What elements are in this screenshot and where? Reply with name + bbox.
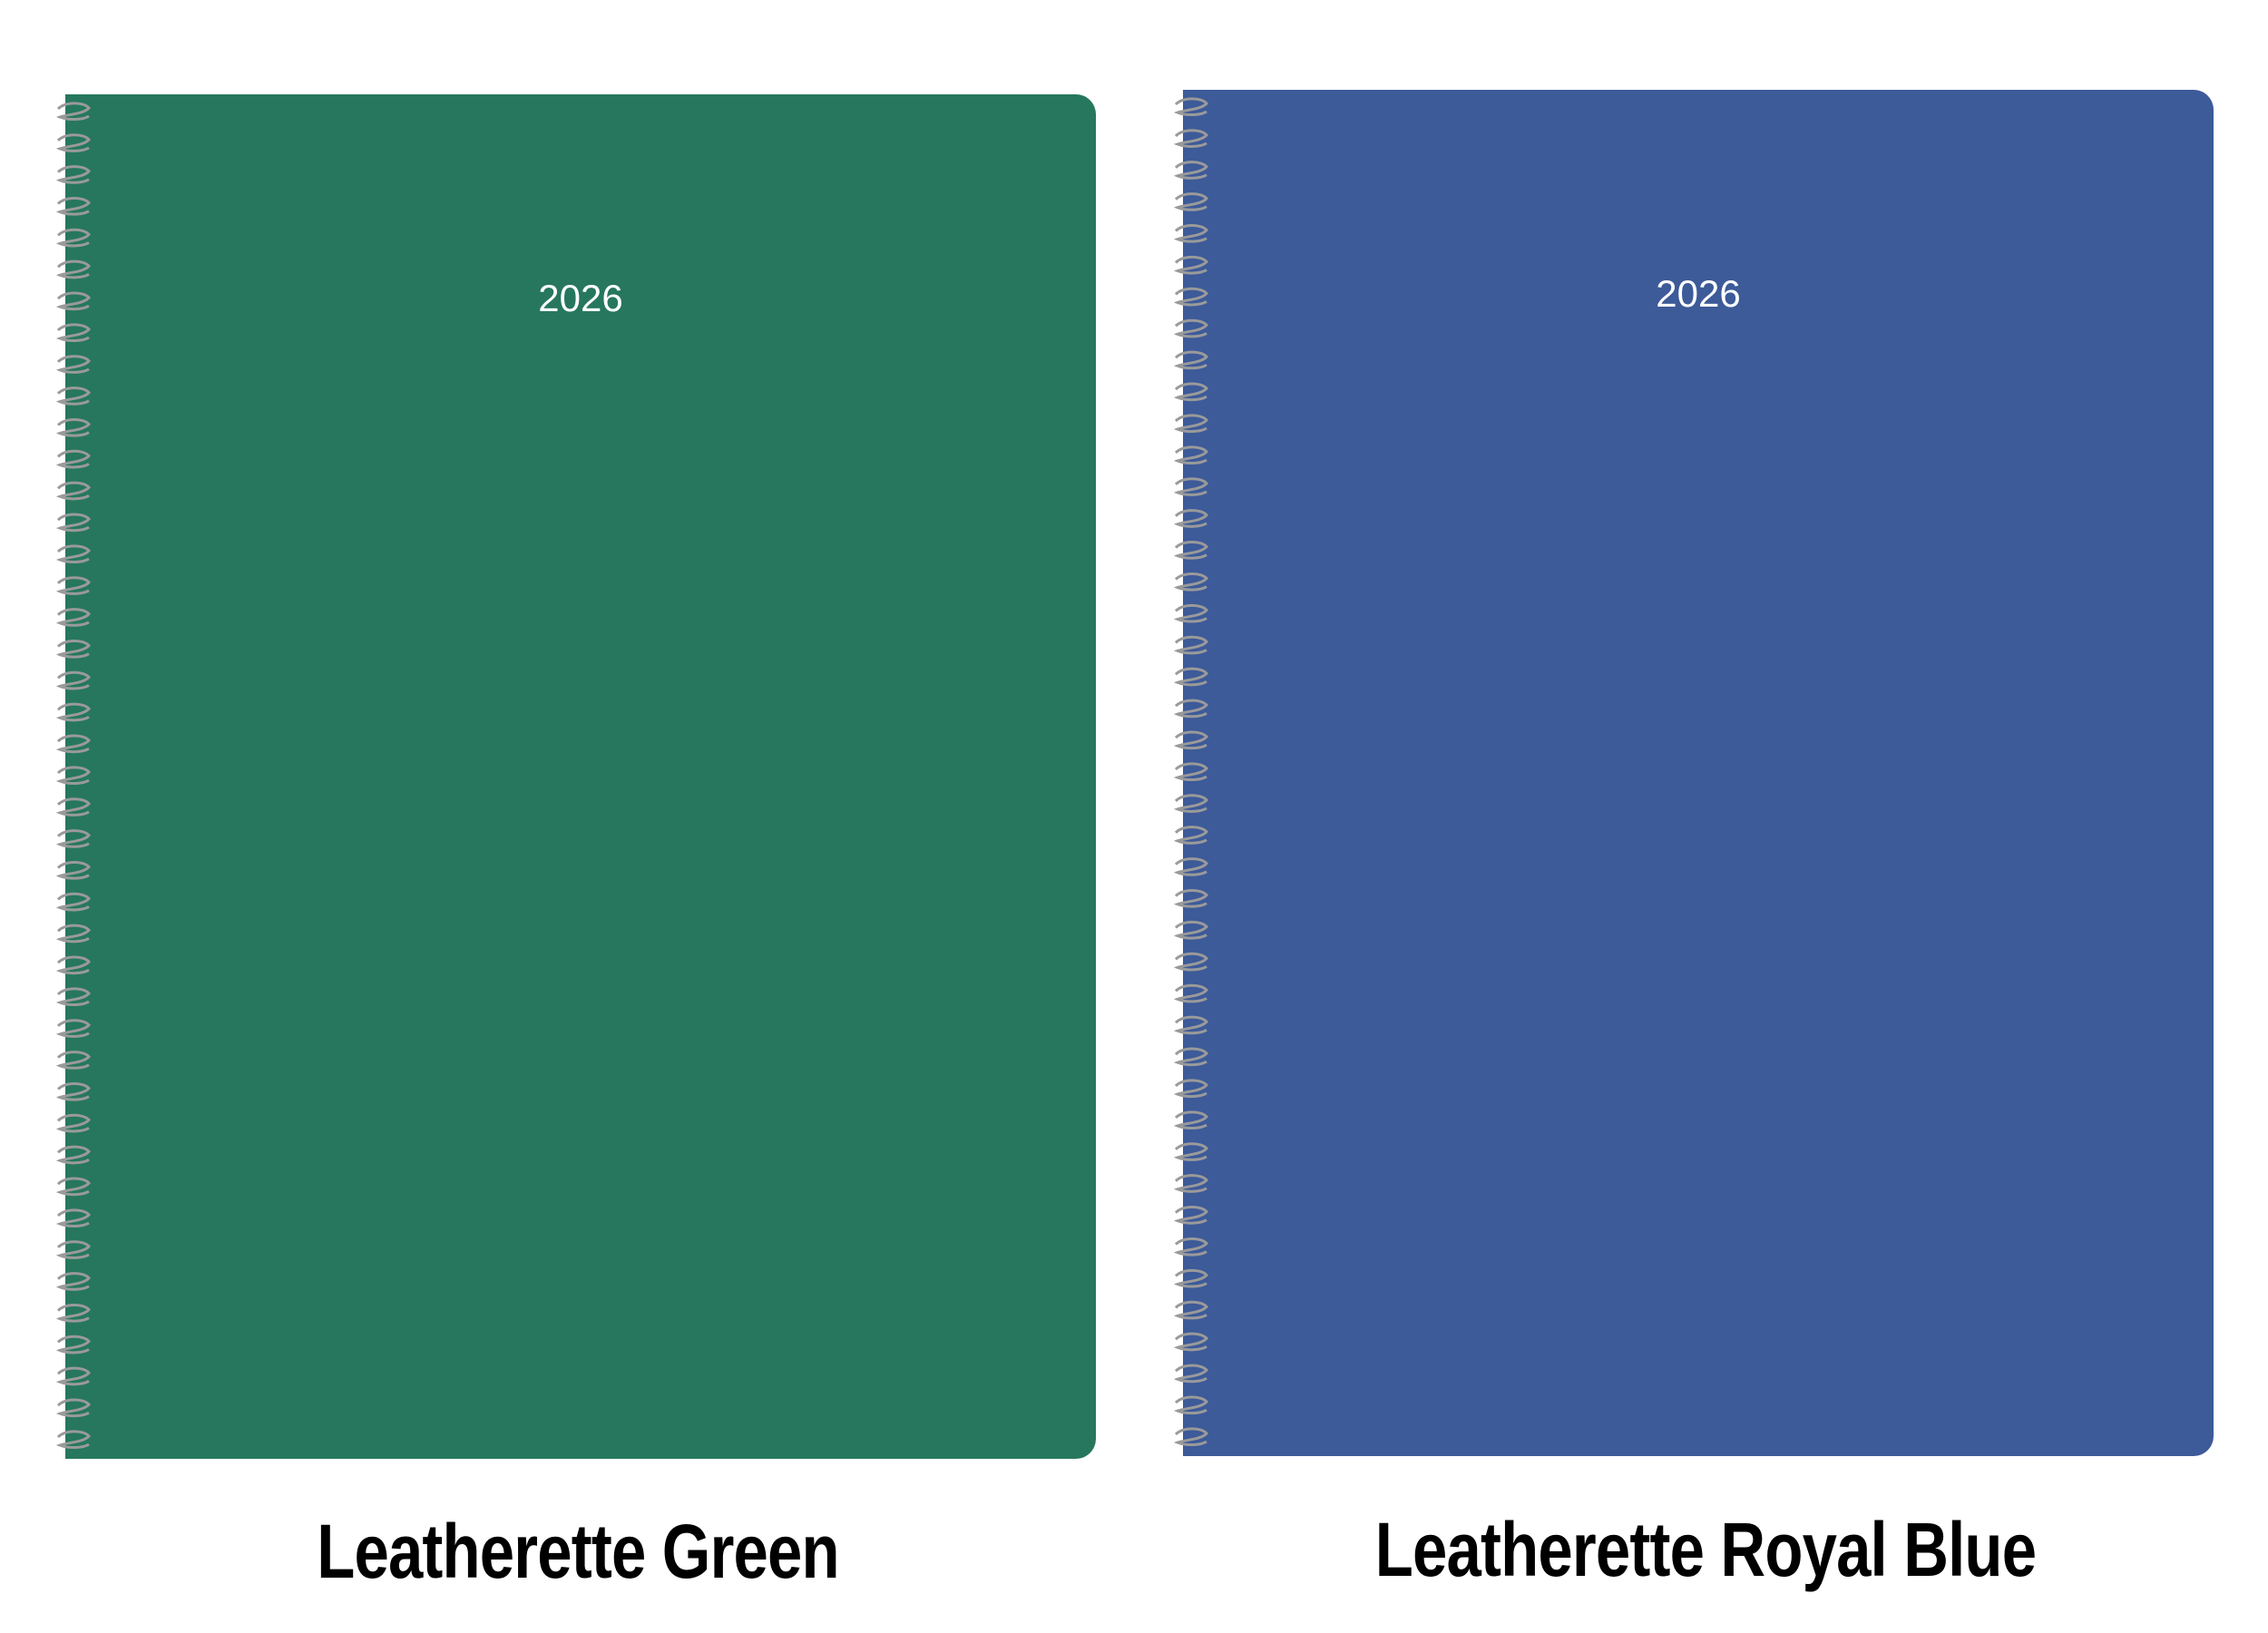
spiral-coil <box>55 449 91 469</box>
spiral-coil <box>55 702 91 722</box>
spiral-binding <box>1173 97 1208 1446</box>
spiral-coil <box>1173 1142 1208 1161</box>
spiral-coil <box>55 734 91 754</box>
spiral-coil <box>55 987 91 1006</box>
spiral-coil <box>1173 287 1208 307</box>
spiral-coil <box>1173 603 1208 623</box>
spiral-coil <box>55 1366 91 1386</box>
spiral-coil <box>55 196 91 216</box>
spiral-coil <box>55 766 91 785</box>
spiral-coil <box>1173 445 1208 464</box>
spiral-coil <box>55 1272 91 1291</box>
spiral-coil <box>55 513 91 533</box>
spiral-coil <box>1173 1268 1208 1288</box>
cover-label: Leatherette Green <box>317 1509 839 1594</box>
spiral-coil <box>1173 857 1208 876</box>
spiral-coil <box>55 608 91 627</box>
spiral-coil <box>1173 1300 1208 1320</box>
spiral-coil <box>55 955 91 975</box>
spiral-coil <box>55 1240 91 1259</box>
spiral-coil <box>55 1081 91 1101</box>
spiral-coil <box>1173 1364 1208 1384</box>
spiral-coil <box>55 102 91 121</box>
spiral-coil <box>1173 826 1208 845</box>
spiral-coil <box>55 1303 91 1323</box>
spiral-coil <box>55 1145 91 1165</box>
spiral-coil <box>1173 1206 1208 1225</box>
spiral-coil <box>55 576 91 595</box>
cover-year: 2026 <box>1656 272 1741 315</box>
spiral-coil <box>55 228 91 248</box>
spiral-coil <box>1173 888 1208 908</box>
spiral-coil <box>55 481 91 501</box>
spiral-coil <box>55 670 91 690</box>
spiral-coil <box>1173 635 1208 655</box>
spiral-coil <box>1173 541 1208 560</box>
spiral-coil <box>55 386 91 406</box>
spiral-coil <box>1173 1395 1208 1415</box>
spiral-coil <box>1173 794 1208 813</box>
spiral-coil <box>1173 509 1208 528</box>
spiral-coil <box>1173 699 1208 719</box>
spiral-coil <box>1173 318 1208 338</box>
spiral-coil <box>55 259 91 279</box>
spiral-coil <box>1173 1047 1208 1067</box>
spiral-coil <box>55 544 91 563</box>
spiral-coil <box>1173 477 1208 496</box>
spiral-coil <box>1173 1174 1208 1193</box>
spiral-coil <box>55 1113 91 1133</box>
spiral-coil <box>55 860 91 880</box>
spiral-coil <box>1173 952 1208 972</box>
spiral-coil <box>1173 667 1208 687</box>
spiral-coil <box>55 639 91 659</box>
spiral-coil <box>1173 1015 1208 1035</box>
spiral-coil <box>1173 983 1208 1003</box>
cover-year: 2026 <box>538 277 623 319</box>
cover-label: Leatherette Royal Blue <box>1374 1507 2037 1592</box>
spiral-coil <box>1173 1427 1208 1446</box>
spiral-coil <box>55 1430 91 1449</box>
spiral-coil <box>1173 192 1208 211</box>
spiral-coil <box>55 291 91 311</box>
spiral-coil <box>1173 1110 1208 1129</box>
spiral-coil <box>1173 920 1208 940</box>
blue-cover: 2026 <box>1173 90 2214 1456</box>
spiral-coil <box>55 797 91 816</box>
spiral-coil <box>55 1177 91 1197</box>
spiral-coil <box>55 892 91 912</box>
spiral-coil <box>1173 1237 1208 1257</box>
spiral-coil <box>55 1051 91 1070</box>
spiral-coil <box>1173 97 1208 116</box>
spiral-coil <box>1173 350 1208 370</box>
spiral-coil <box>55 355 91 374</box>
spiral-coil <box>1173 129 1208 148</box>
spiral-coil <box>55 417 91 437</box>
spiral-coil <box>55 1208 91 1227</box>
spiral-coil <box>1173 572 1208 592</box>
spiral-coil <box>55 1335 91 1354</box>
spiral-coil <box>1173 382 1208 402</box>
green-cover: 2026 <box>55 94 1096 1459</box>
spiral-coil <box>1173 1079 1208 1099</box>
spiral-coil <box>1173 762 1208 781</box>
spiral-coil <box>1173 223 1208 243</box>
spiral-coil <box>55 133 91 152</box>
spiral-coil <box>1173 414 1208 434</box>
spiral-coil <box>55 1398 91 1418</box>
spiral-coil <box>1173 1332 1208 1352</box>
spiral-binding <box>55 102 91 1449</box>
spiral-coil <box>1173 730 1208 750</box>
spiral-coil <box>55 323 91 342</box>
spiral-coil <box>55 829 91 848</box>
spiral-coil <box>1173 255 1208 275</box>
spiral-coil <box>55 165 91 184</box>
spiral-coil <box>55 924 91 944</box>
spiral-coil <box>1173 161 1208 180</box>
spiral-coil <box>55 1019 91 1038</box>
